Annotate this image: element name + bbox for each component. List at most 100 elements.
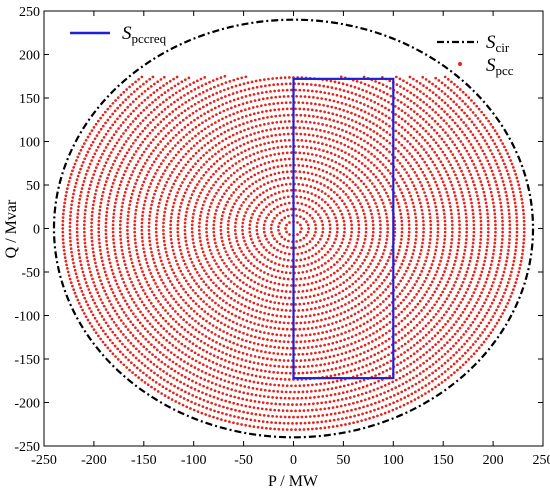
spcc-point — [189, 196, 193, 200]
spcc-point — [410, 392, 414, 396]
spcc-point — [305, 308, 309, 312]
spcc-point — [413, 171, 417, 174]
spcc-point — [345, 278, 349, 282]
spcc-point — [169, 223, 172, 227]
spcc-point — [203, 127, 207, 131]
spcc-point — [148, 322, 152, 326]
spcc-point — [326, 349, 330, 353]
spcc-point — [437, 375, 441, 378]
spcc-point — [381, 201, 385, 205]
spcc-point — [72, 265, 76, 268]
spcc-point — [400, 234, 404, 238]
spcc-point — [262, 376, 266, 379]
spcc-point — [376, 305, 379, 309]
spcc-point — [166, 196, 170, 200]
spcc-point — [359, 81, 363, 85]
spcc-point — [345, 416, 348, 420]
spcc-point — [460, 191, 464, 194]
spcc-point — [290, 246, 293, 250]
spcc-point — [481, 123, 484, 126]
spcc-point — [305, 145, 309, 149]
spcc-point — [463, 133, 466, 137]
spcc-point — [387, 382, 391, 386]
spcc-point — [419, 286, 423, 290]
spcc-point — [149, 207, 153, 210]
spcc-point — [124, 140, 128, 143]
spcc-point — [432, 256, 436, 259]
spcc-point — [298, 107, 302, 111]
spcc-point — [143, 292, 147, 295]
spcc-point — [277, 263, 281, 267]
spcc-point — [200, 84, 204, 87]
spcc-point — [292, 396, 295, 400]
spcc-point — [284, 82, 288, 86]
spcc-point — [309, 307, 313, 311]
spcc-point — [371, 238, 374, 241]
spcc-point — [232, 341, 235, 345]
spcc-point — [365, 126, 369, 129]
spcc-point — [472, 291, 476, 294]
spcc-point — [427, 154, 430, 157]
spcc-point — [320, 420, 324, 424]
spcc-point — [218, 126, 222, 129]
spcc-point — [306, 171, 310, 175]
spcc-point — [421, 216, 425, 219]
spcc-point — [302, 283, 306, 287]
spcc-point — [172, 391, 175, 395]
spcc-point — [80, 267, 84, 270]
spcc-point — [236, 343, 239, 346]
spcc-point — [181, 255, 184, 259]
spcc-point — [347, 153, 351, 156]
spcc-point — [361, 337, 365, 341]
spcc-point — [134, 106, 138, 110]
spcc-point — [170, 241, 174, 245]
spcc-point — [387, 294, 391, 298]
spcc-point — [369, 410, 372, 413]
spcc-point — [311, 134, 315, 137]
spcc-point — [141, 335, 145, 338]
spcc-point — [365, 118, 368, 122]
spcc-point — [287, 252, 291, 256]
spcc-point — [309, 83, 313, 86]
spcc-point — [178, 364, 182, 368]
spcc-point — [372, 388, 376, 392]
spcc-point — [422, 361, 425, 365]
spcc-point — [119, 124, 123, 127]
spcc-point — [340, 212, 344, 216]
spcc-point — [366, 404, 369, 408]
spcc-point — [130, 297, 134, 301]
spcc-point — [385, 361, 389, 365]
spcc-point — [394, 333, 398, 336]
spcc-point — [254, 138, 257, 142]
spcc-point — [151, 257, 155, 261]
spcc-point — [408, 152, 412, 155]
spcc-point — [363, 371, 367, 375]
spcc-point — [449, 273, 453, 277]
spcc-point — [137, 259, 141, 263]
spcc-point — [197, 259, 201, 262]
spcc-point — [338, 134, 342, 138]
spcc-point — [235, 91, 239, 94]
spcc-point — [101, 168, 105, 171]
spcc-point — [146, 134, 149, 138]
spcc-point — [431, 147, 434, 151]
spcc-point — [370, 347, 374, 351]
spcc-point — [208, 394, 212, 398]
spcc-point — [185, 133, 188, 137]
spcc-point — [187, 98, 191, 102]
spcc-point — [333, 373, 337, 377]
spcc-point — [395, 272, 399, 276]
spcc-point — [155, 348, 159, 352]
spcc-point — [450, 127, 453, 131]
spcc-point — [226, 346, 229, 349]
spcc-point — [385, 275, 388, 279]
spcc-point — [111, 182, 115, 185]
spcc-point — [275, 214, 279, 217]
spcc-point — [296, 201, 300, 205]
spcc-point — [365, 328, 369, 331]
spcc-point — [296, 396, 300, 400]
spcc-point — [215, 113, 218, 116]
spcc-point — [314, 201, 318, 205]
spcc-point — [401, 194, 405, 198]
spcc-point — [463, 248, 467, 252]
